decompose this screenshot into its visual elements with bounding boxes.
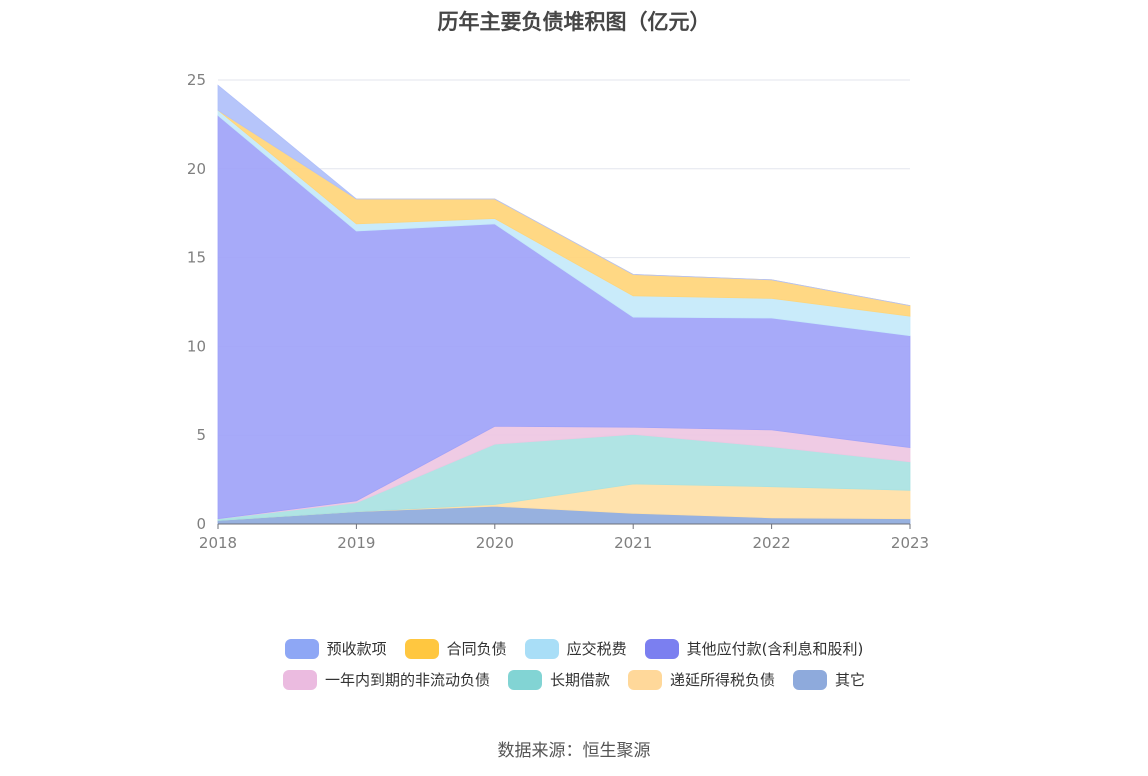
legend-item[interactable]: 一年内到期的非流动负债: [282, 669, 490, 690]
legend: 预收款项 合同负债 应交税费 其他应付款(含利息和股利) 一年内到期的非流动负债 长期借…: [0, 638, 1148, 700]
legend-item[interactable]: 其它: [793, 669, 865, 690]
y-tick-label: 20: [187, 160, 206, 178]
legend-swatch: [644, 638, 679, 659]
chart-title: 历年主要负债堆积图（亿元）: [437, 10, 711, 34]
legend-swatch: [282, 669, 317, 690]
y-tick-label: 5: [196, 426, 206, 444]
legend-item[interactable]: 应交税费: [524, 638, 627, 659]
x-tick-label: 2020: [476, 534, 514, 552]
legend-label: 预收款项: [326, 640, 387, 658]
axes: 0 5 10 15 20 25 2018 2019 2020 2021 2022 2023: [187, 71, 929, 552]
legend-item[interactable]: 预收款项: [284, 638, 387, 659]
legend-label: 一年内到期的非流动负债: [324, 671, 490, 689]
legend-swatch: [284, 638, 319, 659]
legend-swatch: [793, 669, 828, 690]
x-tick-label: 2021: [614, 534, 652, 552]
legend-item[interactable]: 其他应付款(含利息和股利): [644, 638, 864, 659]
legend-swatch: [507, 669, 542, 690]
stacked-area-chart: 0 5 10 15 20 25 2018 2019 2020 2021 2022 2023: [187, 71, 929, 552]
legend-swatch: [628, 669, 662, 690]
x-tick-label: 2019: [337, 534, 375, 552]
legend-label: 其它: [835, 671, 866, 689]
legend-label: 递延所得税负债: [670, 671, 776, 689]
y-tick-label: 0: [196, 515, 206, 533]
area-series: [217, 84, 911, 525]
x-tick-label: 2018: [199, 534, 237, 552]
legend-label: 应交税费: [566, 640, 627, 658]
legend-label: 长期借款: [549, 671, 610, 689]
legend-row-2: 一年内到期的非流动负债 长期借款 递延所得税负债 其它: [0, 669, 1148, 690]
legend-item[interactable]: 长期借款: [507, 669, 610, 690]
legend-swatch: [524, 638, 559, 659]
legend-row-1: 预收款项 合同负债 应交税费 其他应付款(含利息和股利): [0, 638, 1148, 659]
x-tick-label: 2022: [753, 534, 791, 552]
y-tick-label: 15: [187, 249, 206, 267]
legend-label: 其他应付款(含利息和股利): [686, 640, 864, 658]
area-series-7[interactable]: [217, 84, 911, 306]
x-tick-label: 2023: [891, 534, 929, 552]
legend-swatch: [404, 638, 439, 659]
y-tick-label: 25: [187, 71, 206, 89]
legend-item[interactable]: 合同负债: [404, 638, 507, 659]
data-source-note: 数据来源：恒生聚源: [497, 741, 651, 761]
legend-item[interactable]: 递延所得税负债: [628, 669, 775, 690]
legend-label: 合同负债: [446, 640, 507, 658]
y-tick-label: 10: [187, 337, 206, 355]
